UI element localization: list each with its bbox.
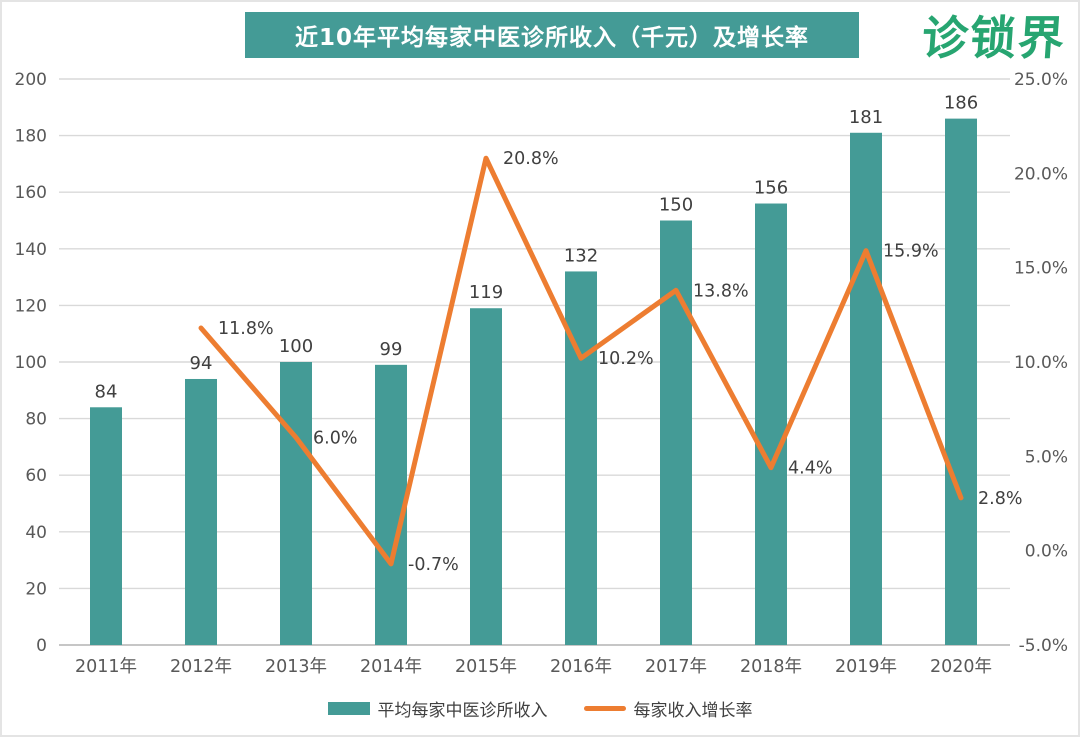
x-axis-label: 2013年: [265, 657, 327, 677]
line-value-label: 4.4%: [788, 459, 832, 479]
bar-value-label: 84: [95, 381, 118, 402]
bar-value-label: 119: [469, 282, 503, 303]
left-axis-tick: 160: [15, 183, 47, 203]
left-axis-tick: 20: [25, 579, 47, 599]
left-axis-tick: 80: [25, 410, 47, 430]
bar-2016年: [565, 271, 597, 645]
bar-2013年: [280, 362, 312, 645]
legend-line-label: 每家收入增长率: [633, 701, 753, 721]
bar-value-label: 100: [279, 336, 313, 357]
x-axis-label: 2017年: [645, 657, 707, 677]
x-axis-label: 2011年: [75, 657, 137, 677]
right-axis-tick: 25.0%: [1014, 70, 1068, 90]
bar-value-label: 186: [944, 93, 978, 114]
left-axis-tick: 180: [15, 127, 47, 147]
bar-2018年: [755, 203, 787, 645]
bar-2017年: [660, 220, 692, 645]
line-value-label: 20.8%: [503, 149, 559, 169]
bar-value-label: 94: [190, 353, 213, 374]
chart-legend: 平均每家中医诊所收入 每家收入增长率: [2, 696, 1078, 721]
right-axis-tick: 5.0%: [1025, 447, 1068, 467]
chart-title: 近10年平均每家中医诊所收入（千元）及增长率: [245, 12, 859, 58]
line-value-label: 10.2%: [598, 349, 654, 369]
bar-2012年: [185, 378, 217, 645]
line-value-label: 11.8%: [218, 319, 274, 339]
bar-2014年: [375, 364, 407, 645]
left-axis-tick: 0: [36, 636, 47, 656]
bar-value-label: 99: [380, 339, 403, 360]
growth-rate-line: [198, 155, 964, 567]
left-axis-tick: 40: [25, 523, 47, 543]
x-axis-label: 2018年: [740, 657, 802, 677]
x-axis-label: 2015年: [455, 657, 517, 677]
bar-value-label: 181: [849, 107, 883, 128]
left-axis-tick: 140: [15, 240, 47, 260]
bar-2011年: [90, 407, 122, 645]
legend-item-growth: 每家收入增长率: [583, 696, 753, 721]
legend-item-income: 平均每家中医诊所收入: [327, 696, 548, 721]
left-axis-tick: 60: [25, 466, 47, 486]
bar-2015年: [470, 308, 502, 645]
x-axis-label: 2019年: [835, 657, 897, 677]
legend-bar-swatch: [327, 702, 370, 715]
bar-value-label: 156: [754, 178, 788, 199]
legend-bar-label: 平均每家中医诊所收入: [377, 701, 548, 721]
left-axis-tick: 200: [15, 70, 47, 90]
legend-line-swatch: [583, 706, 626, 711]
line-value-label: -0.7%: [408, 555, 459, 575]
right-axis-tick: 20.0%: [1014, 164, 1068, 184]
bar-2020年: [945, 118, 977, 646]
x-axis-label: 2016年: [550, 657, 612, 677]
x-axis-label: 2014年: [360, 657, 422, 677]
left-axis-tick: 100: [15, 353, 47, 373]
right-axis-tick: -5.0%: [1019, 636, 1068, 656]
bar-value-label: 150: [659, 195, 693, 216]
line-value-label: 13.8%: [693, 281, 749, 301]
right-axis-tick: 0.0%: [1025, 542, 1068, 562]
bar-2019年: [850, 132, 882, 645]
right-axis-tick: 15.0%: [1014, 259, 1068, 279]
line-value-label: 2.8%: [978, 489, 1022, 509]
x-axis-label: 2020年: [930, 657, 992, 677]
line-value-label: 15.9%: [883, 242, 939, 262]
right-axis-tick: 10.0%: [1014, 353, 1068, 373]
bar-value-label: 132: [564, 245, 598, 266]
x-axis-label: 2012年: [170, 657, 232, 677]
line-value-label: 6.0%: [313, 428, 357, 448]
left-axis-tick: 120: [15, 296, 47, 316]
